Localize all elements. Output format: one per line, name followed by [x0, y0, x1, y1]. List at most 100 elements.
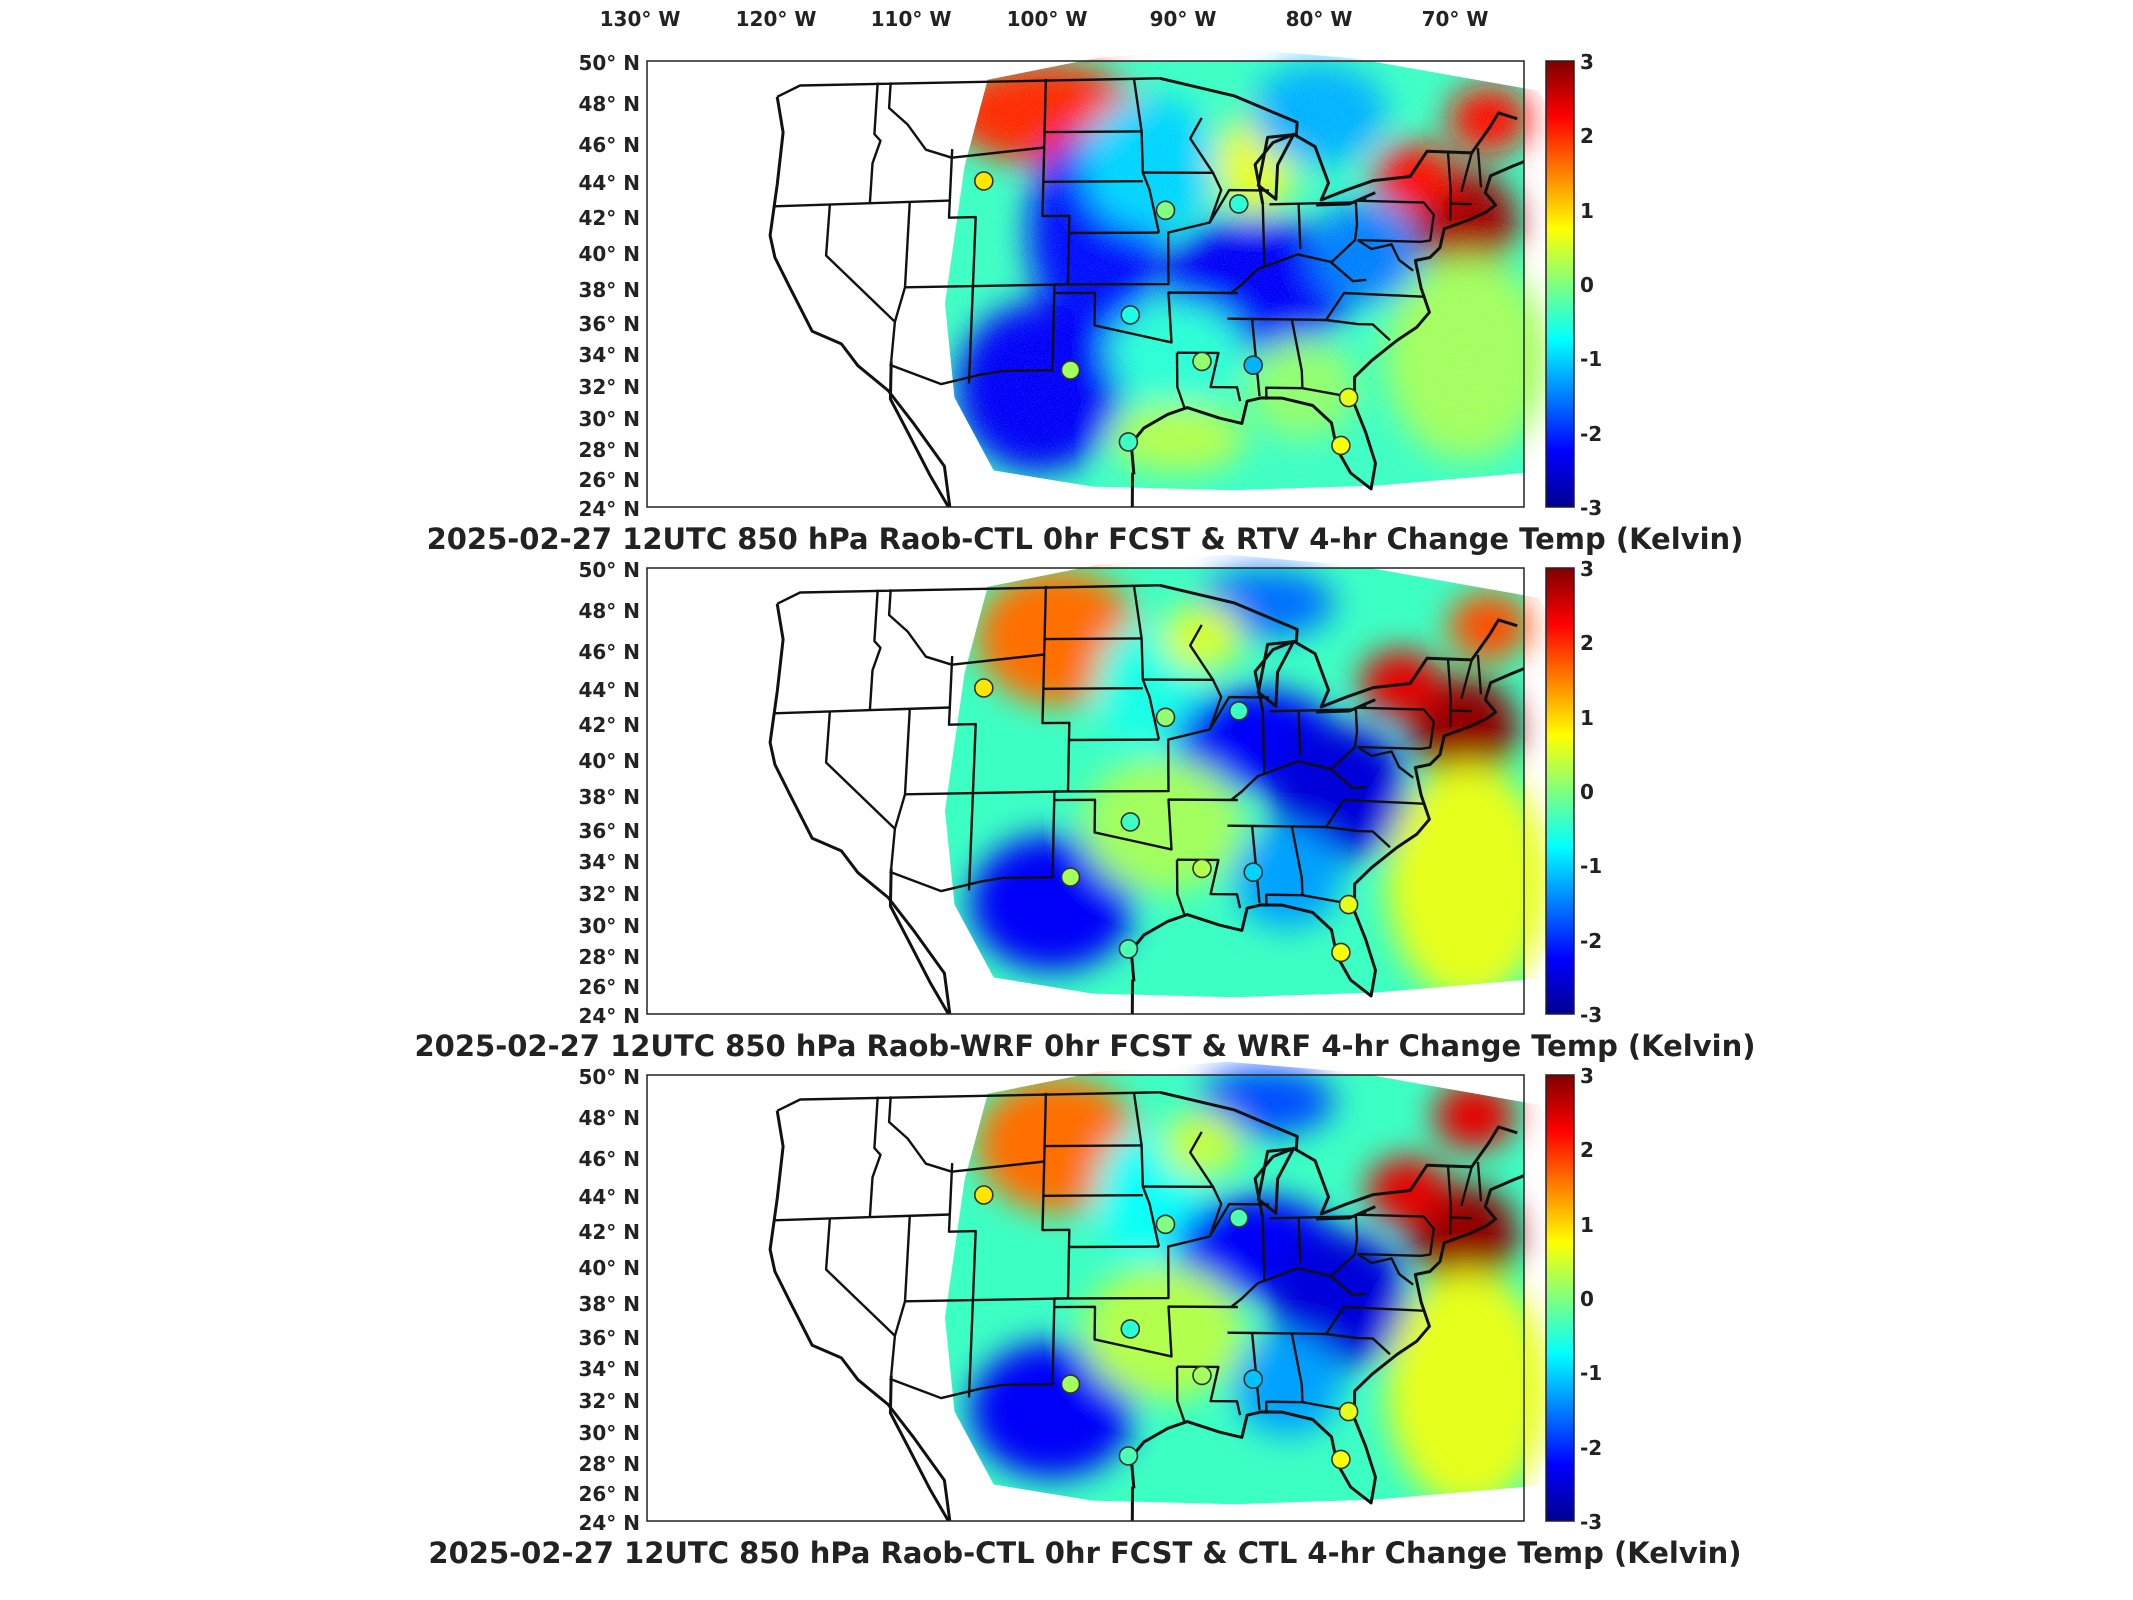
state-boundary — [1357, 1253, 1414, 1286]
lon-label: 70° W — [1422, 7, 1489, 31]
map-frame — [646, 1074, 1525, 1522]
state-boundary — [1476, 1161, 1483, 1202]
lat-label: 42° N — [578, 1220, 640, 1244]
lat-label: 50° N — [578, 51, 640, 75]
lat-label: 36° N — [578, 819, 640, 843]
state-boundary — [1041, 1092, 1071, 1299]
state-boundary — [1460, 659, 1473, 700]
state-boundary — [1142, 624, 1215, 681]
coastline — [1253, 132, 1295, 205]
field-anomaly — [970, 835, 1134, 971]
state-boundary — [1446, 1165, 1452, 1235]
lat-label: 48° N — [578, 599, 640, 623]
lat-label: 26° N — [578, 468, 640, 492]
lon-label: 120° W — [736, 7, 817, 31]
state-boundary — [1054, 798, 1238, 851]
state-boundary — [1227, 798, 1424, 829]
state-boundary — [1044, 637, 1142, 641]
state-boundary — [1230, 760, 1367, 801]
field-anomaly — [1447, 592, 1530, 661]
raob-station-marker — [1120, 812, 1141, 832]
colorbar: 3 2 1 0 -1 -2 -3 — [1545, 1064, 1602, 1534]
colorbar-tick: -2 — [1580, 929, 1602, 953]
map-panel-3: 50° N 48° N 46° N 44° N 42° N 40° N 38° … — [428, 1064, 1741, 1570]
lat-label: 42° N — [578, 206, 640, 230]
lat-label: 28° N — [578, 438, 640, 462]
state-boundary — [1476, 654, 1483, 695]
longitude-labels: 130° W 120° W 110° W 100° W 90° W 80° W … — [600, 7, 1489, 31]
state-boundary — [1261, 1218, 1266, 1282]
state-boundary — [1261, 204, 1266, 268]
state-boundary — [1230, 1267, 1367, 1308]
latitude-labels: 50° N 48° N 46° N 44° N 42° N 40° N 38° … — [578, 51, 640, 521]
map-frame — [646, 567, 1525, 1015]
raob-station-marker — [1338, 387, 1359, 408]
state-boundary — [1043, 1194, 1143, 1197]
colorbar-tick: -3 — [1580, 1003, 1602, 1027]
colorbar-tick: 2 — [1580, 124, 1594, 148]
colorbar-tick: -1 — [1580, 347, 1602, 371]
field-anomaly — [1233, 1333, 1343, 1436]
state-boundary — [1357, 746, 1414, 779]
lat-label: 40° N — [578, 1256, 640, 1280]
lat-label: 46° N — [578, 640, 640, 664]
colorbar: 3 2 1 0 -1 -2 -3 — [1545, 50, 1602, 520]
coastline — [768, 603, 952, 1014]
raob-station-marker — [1229, 701, 1249, 721]
raob-station-marker — [1331, 942, 1351, 963]
temperature-field — [945, 1067, 1550, 1505]
state-boundary — [1054, 291, 1238, 344]
state-boundary — [1297, 204, 1302, 250]
state-boundary — [1208, 172, 1223, 223]
state-boundary — [1175, 352, 1186, 408]
state-boundary — [1175, 859, 1186, 915]
state-boundary — [890, 1215, 911, 1376]
lat-label: 38° N — [578, 278, 640, 302]
colorbar-tick: 3 — [1580, 50, 1594, 74]
field-anomaly — [1233, 826, 1343, 929]
raob-station-marker — [973, 678, 994, 698]
latitude-labels: 50° N 48° N 46° N 44° N 42° N 40° N 38° … — [578, 558, 640, 1028]
field-anomaly — [1161, 602, 1243, 671]
field-anomaly — [1386, 1270, 1550, 1505]
state-boundary — [1208, 1186, 1223, 1237]
state-boundary — [1227, 1305, 1424, 1336]
model-domain — [945, 1067, 1550, 1505]
state-boundary — [1269, 708, 1359, 770]
raob-station-marker — [1118, 939, 1139, 959]
lat-label: 30° N — [578, 914, 640, 938]
raob-station-marker — [1229, 194, 1249, 214]
panel-title: 2025-02-27 12UTC 850 hPa Raob-CTL 0hr FC… — [427, 522, 1744, 556]
state-boundary — [1044, 1144, 1142, 1148]
lat-label: 46° N — [578, 133, 640, 157]
state-boundary — [824, 1218, 896, 1337]
lat-label: 44° N — [578, 171, 640, 195]
field-anomaly — [1081, 1264, 1245, 1401]
coastline — [768, 1110, 952, 1521]
state-boundary — [773, 1213, 950, 1222]
state-boundary — [1269, 1215, 1359, 1277]
state-boundary — [1269, 201, 1359, 263]
lat-label: 34° N — [578, 1357, 640, 1381]
raob-station-marker — [1243, 862, 1263, 883]
lat-label: 38° N — [578, 1292, 640, 1316]
state-boundary — [1297, 711, 1302, 757]
lat-label: 32° N — [578, 1389, 640, 1413]
state-boundary — [887, 82, 1045, 159]
state-boundary — [824, 204, 896, 323]
lat-label: 46° N — [578, 1147, 640, 1171]
state-boundary — [889, 790, 1070, 893]
field-anomaly — [1198, 1067, 1335, 1136]
state-boundary — [1043, 687, 1143, 690]
raob-station-marker — [1192, 858, 1212, 879]
colorbar: 3 2 1 0 -1 -2 -3 — [1545, 557, 1602, 1027]
coastline — [1253, 1146, 1295, 1219]
lat-label: 50° N — [578, 1065, 640, 1089]
lon-label: 130° W — [600, 7, 681, 31]
panel-title: 2025-02-27 12UTC 850 hPa Raob-WRF 0hr FC… — [414, 1029, 1755, 1063]
state-boundary — [1460, 152, 1473, 193]
map-panel-1: 50° N 48° N 46° N 44° N 42° N 40° N 38° … — [427, 50, 1744, 556]
state-boundary — [868, 1096, 882, 1217]
coastline — [1316, 191, 1376, 207]
